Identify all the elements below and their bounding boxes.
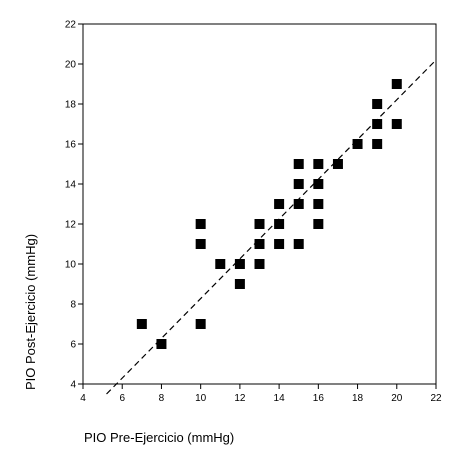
data-point xyxy=(274,239,285,249)
x-tick-label: 8 xyxy=(159,393,165,404)
data-point xyxy=(313,219,324,229)
y-axis-ticks: 4 6 8 10 12 14 16 18 20 22 xyxy=(65,20,83,391)
data-point xyxy=(136,319,147,329)
y-tick-label: 22 xyxy=(65,20,77,31)
data-points xyxy=(136,79,402,349)
data-point xyxy=(372,139,383,149)
y-tick-label: 16 xyxy=(65,140,77,151)
data-point xyxy=(195,219,206,229)
y-tick-label: 14 xyxy=(65,180,77,191)
data-point xyxy=(332,159,343,169)
data-point xyxy=(234,279,245,289)
data-point xyxy=(195,319,206,329)
data-point xyxy=(293,199,304,209)
x-tick-label: 14 xyxy=(274,393,286,404)
x-axis-title: PIO Pre-Ejercicio (mmHg) xyxy=(84,430,234,445)
x-tick-label: 22 xyxy=(430,393,442,404)
x-tick-label: 10 xyxy=(195,393,207,404)
data-point xyxy=(254,219,265,229)
x-tick-label: 18 xyxy=(352,393,364,404)
plot-frame xyxy=(82,23,437,385)
y-tick-label: 8 xyxy=(70,300,76,311)
data-point xyxy=(293,239,304,249)
y-tick-label: 4 xyxy=(70,380,76,391)
data-point xyxy=(313,199,324,209)
x-tick-label: 20 xyxy=(391,393,403,404)
data-point xyxy=(195,239,206,249)
data-point xyxy=(274,219,285,229)
data-point xyxy=(254,259,265,269)
data-point xyxy=(391,79,402,89)
data-point xyxy=(215,259,226,269)
y-tick-label: 20 xyxy=(65,60,77,71)
data-point xyxy=(254,239,265,249)
data-point xyxy=(293,159,304,169)
x-axis-ticks: 4 6 8 10 12 14 16 18 20 22 xyxy=(80,384,442,404)
data-point xyxy=(293,179,304,189)
data-point xyxy=(313,179,324,189)
y-tick-label: 10 xyxy=(65,260,77,271)
x-tick-label: 12 xyxy=(234,393,246,404)
data-point xyxy=(352,139,363,149)
data-point xyxy=(372,119,383,129)
data-point xyxy=(274,199,285,209)
x-tick-label: 4 xyxy=(80,393,86,404)
data-point xyxy=(156,339,167,349)
x-tick-label: 6 xyxy=(119,393,125,404)
y-tick-label: 12 xyxy=(65,220,77,231)
regression-line xyxy=(106,59,437,395)
y-tick-label: 18 xyxy=(65,100,77,111)
data-point xyxy=(234,259,245,269)
y-axis-title: PIO Post-Ejercicio (mmHg) xyxy=(23,234,38,390)
x-tick-label: 16 xyxy=(313,393,325,404)
y-tick-label: 6 xyxy=(70,340,76,351)
data-point xyxy=(313,159,324,169)
data-point xyxy=(391,119,402,129)
data-point xyxy=(372,99,383,109)
